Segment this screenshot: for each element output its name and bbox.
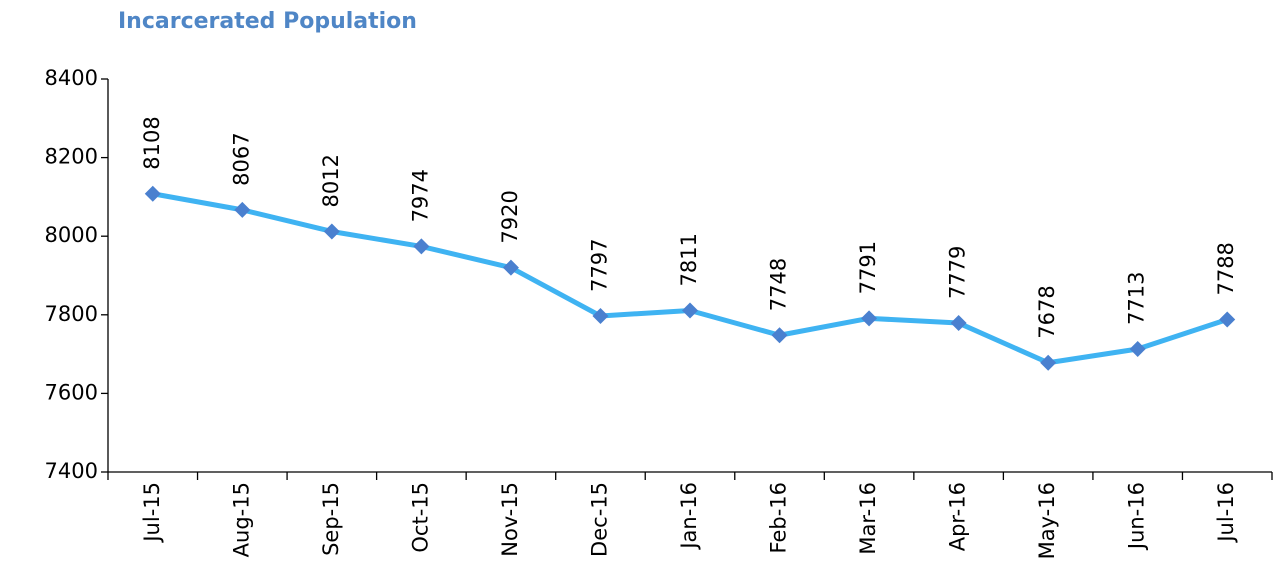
x-tick-label: Jun-16 [1125,482,1149,551]
data-label: 8012 [319,154,343,207]
y-tick-label: 8400 [45,66,98,90]
data-label: 7788 [1214,242,1238,295]
x-tick-label: Feb-16 [767,482,791,553]
marker [323,223,340,240]
x-tick-label: Aug-15 [229,482,253,557]
x-tick-label: Apr-16 [946,482,970,551]
x-tick-label: Jul-15 [140,482,164,544]
data-label: 7779 [946,246,970,299]
y-tick-label: 7800 [45,302,98,326]
marker [1129,340,1146,357]
data-label: 8108 [140,116,164,169]
data-label: 7920 [498,190,522,243]
x-tick-label: Jan-16 [677,482,701,551]
chart-title: Incarcerated Population [118,9,417,34]
marker [502,259,519,276]
y-tick-label: 7600 [45,380,98,404]
x-tick-label: Nov-15 [498,482,522,557]
y-tick-label: 7400 [45,459,98,483]
marker [592,307,609,324]
x-tick-label: Dec-15 [587,482,611,557]
data-label: 7797 [587,239,611,292]
x-tick-label: Mar-16 [856,482,880,555]
y-tick-label: 8200 [45,145,98,169]
marker [771,327,788,344]
marker [1040,354,1057,371]
marker [234,201,251,218]
data-label: 7811 [677,233,701,286]
data-label: 7713 [1125,272,1149,325]
x-tick-label: May-16 [1035,482,1059,559]
marker [950,315,967,332]
data-label: 7678 [1035,285,1059,338]
data-label: 7974 [408,169,432,222]
x-tick-label: Oct-15 [408,482,432,553]
data-label: 7748 [767,258,791,311]
marker [413,238,430,255]
marker [682,302,698,319]
marker [861,310,878,327]
data-label: 7791 [856,241,880,294]
marker [1219,311,1236,328]
data-label: 8067 [229,132,253,185]
marker [144,185,161,202]
x-tick-label: Sep-15 [319,482,343,556]
x-tick-label: Jul-16 [1214,482,1238,544]
y-tick-label: 8000 [45,223,98,247]
